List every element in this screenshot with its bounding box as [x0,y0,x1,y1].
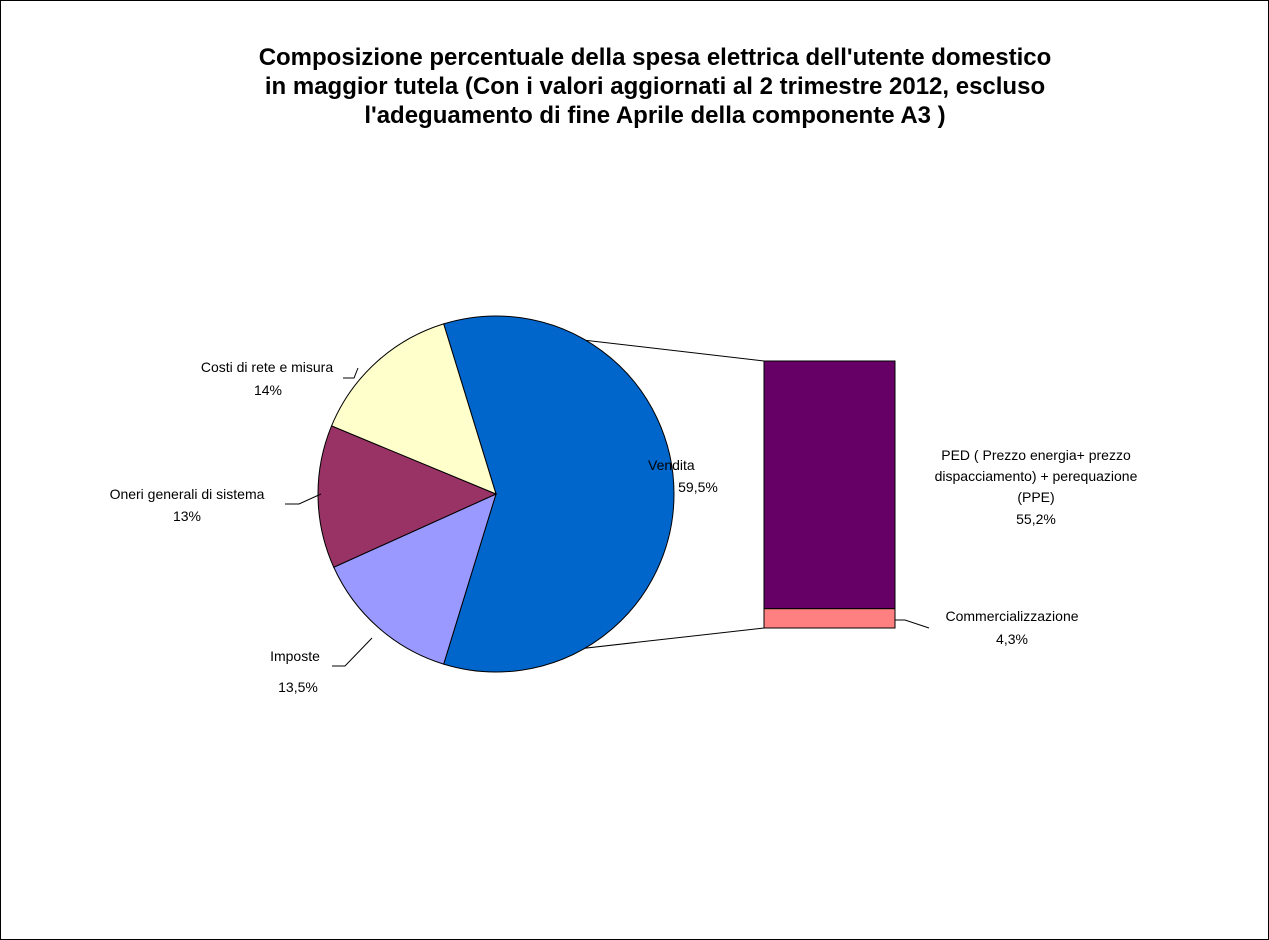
label-leader-lines [285,367,930,667]
pie-slice-costi-di-rete-e-misura [330,323,497,495]
leader-line-oneri [285,493,322,505]
pie-slice-vendita [443,315,675,673]
stacked-breakdown-bar [763,360,896,629]
bar-label-ped-line-3: (PPE) [1017,489,1054,505]
chart-title-line-2: in maggior tutela (Con i valori aggiorna… [264,73,1046,100]
leader-line-costi-rete [343,367,359,379]
chart-title-line-1: Composizione percentuale della spesa ele… [258,44,1052,71]
bar-label-ped-line-1: PED ( Prezzo energia+ prezzo [941,447,1131,463]
leader-line-commercializzazione [895,619,930,629]
chart-title-line-3: l'adeguamento di fine Aprile della compo… [364,102,946,129]
pie-label-value-vendita: 59,5% [678,479,718,495]
bar-label-commercializzazione: Commercializzazione [945,608,1078,624]
pie-slice-oneri-generali-di-sistema [317,425,498,568]
pie-label-value-costi-rete: 14% [254,382,282,398]
pie-label-value-oneri: 13% [173,508,201,524]
bar-segment-commercializzazione [763,608,896,629]
pie [317,315,675,673]
chart-title: Composizione percentuale della spesa ele… [0,43,1269,130]
pie-label-value-imposte: 13,5% [278,679,318,695]
pie-slice-imposte [333,493,497,665]
bar-label-ped-line-2: dispacciamento) + perequazione [935,468,1138,484]
pie-label-name-costi-rete: Costi di rete e misura [201,359,333,375]
bar-segment-ped-prezzo-energia-prezzo [763,360,896,610]
bar-label-ped-value: 55,2% [1016,511,1056,527]
leader-line-imposte [332,637,373,667]
pie-label-name-imposte: Imposte [270,648,320,664]
bar-label-commercializzazione-value: 4,3% [996,631,1028,647]
pie-label-name-oneri: Oneri generali di sistema [110,486,265,502]
pie-label-name-vendita: Vendita [648,457,695,473]
